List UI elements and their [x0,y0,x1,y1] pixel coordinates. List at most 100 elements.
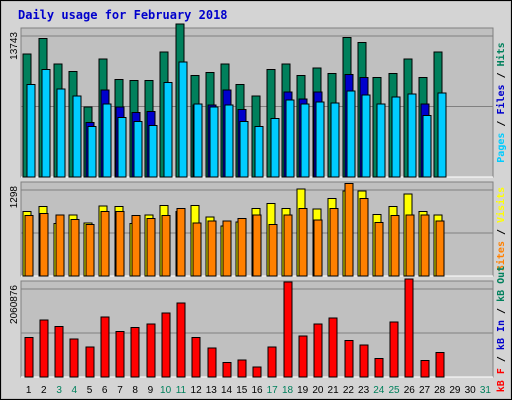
x-tick-label: 24 [373,385,385,396]
bar-pages-day-10 [163,82,173,178]
x-tick-label: 26 [404,385,416,396]
x-tick-label: 8 [132,385,138,396]
bar-pages-day-11 [178,61,188,178]
bar-kb-f-day-3 [54,326,64,378]
y-axis-label-part: / [496,66,507,84]
bar-pages-day-5 [87,126,97,178]
bar-sites-day-26 [405,214,415,277]
x-tick-label: 18 [282,385,294,396]
bar-kb-f-day-24 [374,358,384,378]
bar-sites-day-4 [70,219,80,277]
y-axis-label: Pages / Files / Hits [495,42,507,162]
x-tick-label: 4 [72,385,78,396]
bar-kb-f-day-16 [252,366,262,378]
bar-sites-day-14 [222,220,232,277]
y-axis-label-part: / [496,223,507,241]
bar-pages-day-6 [102,103,112,178]
y-axis-label-part: / [496,115,507,133]
y-axis-label: Sites / Visits [495,187,507,271]
bar-kb-f-day-1 [24,336,34,378]
y-axis-label-part: Visits [495,187,507,223]
x-tick-label: 29 [449,385,461,396]
bar-sites-day-28 [435,220,445,277]
bar-pages-day-2 [41,68,51,178]
panel-2: 1298 Sites / Visits [9,181,507,277]
bar-sites-day-27 [420,214,430,277]
y-axis-label-part: Pages [496,133,507,163]
bar-sites-day-19 [298,207,308,277]
bar-pages-day-18 [285,99,295,178]
x-tick-label: 3 [56,385,62,396]
chart-title: Daily usage for February 2018 [18,8,228,22]
y-axis-label-part: / [496,350,507,368]
panel-3: 2060876 kB F / kB In / kB Out [9,266,507,392]
y-tick-label: 2060876 [9,285,20,324]
x-tick-label: 17 [267,385,279,396]
x-tick-label: 25 [388,385,400,396]
bar-kb-f-day-28 [435,351,445,378]
bar-kb-f-day-21 [328,317,338,378]
bar-pages-day-23 [361,94,371,178]
x-tick-label: 23 [358,385,370,396]
x-tick-label: 11 [176,385,187,396]
bar-sites-day-20 [313,219,323,277]
bar-pages-day-1 [26,84,36,178]
bar-kb-f-day-26 [404,278,414,378]
x-tick-label: 31 [480,385,492,396]
bar-pages-day-15 [239,121,249,178]
x-tick-label: 15 [236,385,248,396]
x-axis-labels: 1 2 3 4 5 6 7 8 9 10 11 12 13 14 15 16 17 18 19 20 21 22 23 24 2… [26,385,492,396]
bar-kb-f-day-25 [389,321,399,378]
bar-sites-day-12 [192,222,202,277]
bar-pages-day-4 [72,95,82,178]
x-tick-label: 10 [160,385,172,396]
bar-kb-f-day-14 [222,361,232,378]
x-tick-label: 7 [117,385,123,396]
x-tick-label: 20 [312,385,324,396]
bar-sites-day-18 [283,214,293,277]
bar-kb-f-day-22 [344,340,354,378]
bar-kb-f-day-13 [207,347,217,378]
bar-kb-f-day-11 [176,302,186,378]
x-tick-label: 5 [87,385,93,396]
bar-pages-day-21 [330,102,340,178]
bar-sites-day-7 [115,210,125,277]
bar-pages-day-28 [437,92,447,178]
x-tick-label: 2 [41,385,47,396]
bar-pages-day-14 [224,104,234,178]
bar-sites-day-16 [252,214,262,277]
bar-pages-day-8 [133,121,143,178]
bar-sites-day-24 [374,221,384,277]
x-tick-label: 1 [26,385,32,396]
bar-kb-f-day-15 [237,359,247,378]
bar-sites-day-22 [344,182,354,277]
bar-pages-day-9 [148,125,158,178]
bar-sites-day-1 [24,215,34,277]
y-axis-label-part: Hits [495,42,507,66]
bar-sites-day-9 [146,218,156,277]
bar-sites-day-15 [237,218,247,277]
panel-1: 13743 Pages / Files / Hits [9,23,507,178]
y-axis-label-part: Files [495,84,507,114]
x-tick-label: 22 [343,385,355,396]
bar-kb-f-day-2 [39,319,49,378]
x-tick-label: 27 [419,385,431,396]
y-axis-label-part: kB In [496,320,507,350]
bar-sites-day-17 [268,223,278,277]
bar-kb-f-day-10 [161,312,171,378]
bar-sites-day-5 [85,224,95,277]
bar-kb-f-day-18 [283,281,293,378]
bar-kb-f-day-4 [69,338,79,378]
bar-kb-f-day-17 [267,346,277,378]
x-tick-label: 28 [434,385,446,396]
bar-pages-day-13 [209,106,219,178]
y-tick-label: 13743 [9,32,20,60]
bar-kb-f-day-8 [130,326,140,378]
bar-sites-day-13 [207,220,217,277]
bar-pages-day-27 [422,114,432,178]
panels-group: 13743 Pages / Files / Hits 1298 Sites / Vis… [9,23,507,392]
bar-pages-day-7 [117,116,127,178]
bar-kb-f-day-6 [100,316,110,378]
